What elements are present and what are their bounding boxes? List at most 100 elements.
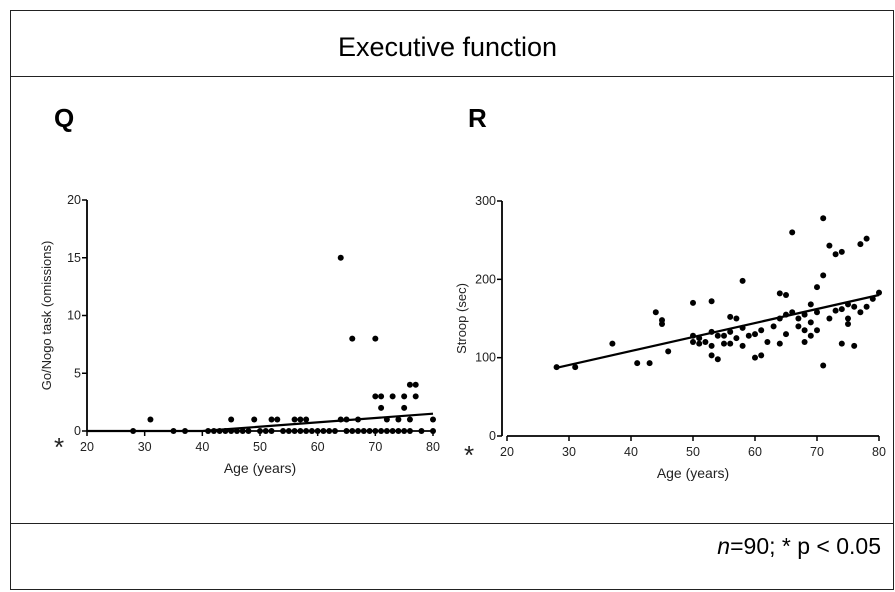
chart-r-x-tick-label: 80 xyxy=(872,445,886,459)
chart-r-data-point xyxy=(690,299,696,306)
chart-r-data-point xyxy=(807,332,814,339)
chart-r-data-point xyxy=(609,340,616,347)
chart-q-data-point xyxy=(205,428,212,434)
chart-r-data-point xyxy=(783,311,789,318)
chart-r-data-point xyxy=(708,352,715,359)
chart-q-data-point xyxy=(337,416,344,423)
chart-r-x-tick-label: 50 xyxy=(686,445,700,459)
chart-q-data-point xyxy=(430,428,436,434)
chart-q-data-point xyxy=(280,428,287,434)
chart-r-data-point xyxy=(801,311,808,318)
chart-q-y-tick-label: 15 xyxy=(67,251,81,265)
chart-q-x-tick-label: 30 xyxy=(138,440,152,454)
chart-q-data-point xyxy=(378,404,385,411)
chart-q-x-axis-title: Age (years) xyxy=(224,460,296,476)
chart-r-data-point xyxy=(714,356,721,363)
chart-q-data-point xyxy=(406,416,413,423)
chart-r-data-point xyxy=(851,342,858,349)
chart-r-data-point xyxy=(801,327,808,334)
chart-q-data-point xyxy=(389,393,396,400)
chart-r-data-point xyxy=(832,251,839,258)
chart-r-data-point xyxy=(869,295,876,302)
chart-q-data-point xyxy=(401,393,408,400)
chart-r-data-point xyxy=(851,303,858,310)
chart-r-data-point xyxy=(814,327,820,334)
chart-r-data-point xyxy=(733,315,740,322)
chart-r-data-point xyxy=(721,332,727,339)
chart-r-data-point xyxy=(826,315,833,322)
chart-q-data-point xyxy=(222,428,229,434)
chart-q-x-tick-label: 50 xyxy=(253,440,267,454)
chart-q-data-point xyxy=(360,428,367,434)
chart-r-data-point xyxy=(795,315,802,322)
chart-r-y-tick-label: 200 xyxy=(475,272,496,286)
footnote-n: n xyxy=(717,533,731,559)
chart-q-data-point xyxy=(326,428,333,434)
chart-r-data-point xyxy=(857,309,864,316)
chart-r-data-point xyxy=(696,340,703,347)
chart-q-y-axis-title: Go/Nogo task (omissions) xyxy=(39,241,54,391)
chart-r-data-point xyxy=(832,307,839,314)
chart-r-x-tick-label: 60 xyxy=(748,445,762,459)
chart-q-data-point xyxy=(291,428,298,434)
chart-r-data-point xyxy=(721,340,727,347)
figure-title: Executive function xyxy=(337,32,558,62)
chart-r-data-point xyxy=(739,324,746,331)
chart-r-y-tick-label: 300 xyxy=(475,194,496,208)
chart-q-data-point xyxy=(130,428,137,434)
chart-q-x-tick-label: 40 xyxy=(195,440,209,454)
chart-q-data-point xyxy=(343,428,350,434)
chart-q-data-point xyxy=(383,428,390,434)
chart-r-data-point xyxy=(776,315,783,322)
chart-r-data-point xyxy=(789,229,796,236)
chart-r-data-point xyxy=(739,342,746,349)
chart-q-data-point xyxy=(233,428,240,434)
chart-q-data-point xyxy=(320,428,327,434)
footnote-text: =90; * p < 0.05 xyxy=(730,533,881,559)
chart-r-x-tick-label: 40 xyxy=(624,445,638,459)
panel-label-q: Q xyxy=(54,103,75,133)
chart-q-data-point xyxy=(216,428,223,434)
chart-q-x-tick-label: 20 xyxy=(80,440,94,454)
chart-r-trend-line xyxy=(556,293,880,369)
chart-r-data-point xyxy=(863,303,870,310)
title-divider xyxy=(11,76,893,77)
chart-r-data-point xyxy=(838,306,845,313)
chart-r-data-point xyxy=(752,331,758,338)
chart-q-data-point xyxy=(268,428,275,434)
chart-r-x-tick-label: 70 xyxy=(810,445,824,459)
chart-r-data-point xyxy=(665,348,672,355)
chart-q-data-point xyxy=(262,428,269,434)
chart-q-data-point xyxy=(430,416,436,423)
chart-r-data-point xyxy=(807,319,814,326)
chart-q-data-point xyxy=(406,381,413,388)
chart-q-data-point xyxy=(303,428,310,434)
chart-r-data-point xyxy=(789,309,796,316)
chart-r-data-point xyxy=(770,323,777,330)
chart-q-x-tick-label: 70 xyxy=(368,440,382,454)
chart-r-data-point xyxy=(646,360,653,367)
chart-r-data-point xyxy=(690,339,696,345)
chart-r-data-point xyxy=(838,340,845,347)
chart-r-data-point xyxy=(708,342,715,349)
chart-q-data-point xyxy=(314,428,321,434)
chart-q-data-point xyxy=(257,428,263,434)
chart-q-data-point xyxy=(412,381,419,388)
chart-r-x-tick-label: 30 xyxy=(562,445,576,459)
chart-r-data-point xyxy=(814,309,820,316)
chart-q-data-point xyxy=(372,393,379,400)
chart-r-data-point xyxy=(708,298,715,305)
chart-q-data-point xyxy=(401,404,408,411)
chart-q-data-point xyxy=(418,428,425,434)
chart-r-data-point xyxy=(776,340,783,347)
chart-r-data-point xyxy=(845,320,851,327)
chart-q-data-point xyxy=(337,254,344,261)
chart-r-x-tick-label: 20 xyxy=(500,445,514,459)
chart-q-data-point xyxy=(274,416,281,423)
chart-q-data-point xyxy=(343,416,350,423)
chart-q-data-point xyxy=(331,428,338,434)
chart-q-data-point xyxy=(412,393,419,400)
chart-r-data-point xyxy=(696,335,703,342)
chart-q-data-point xyxy=(239,428,246,434)
chart-q-data-point xyxy=(378,428,385,434)
